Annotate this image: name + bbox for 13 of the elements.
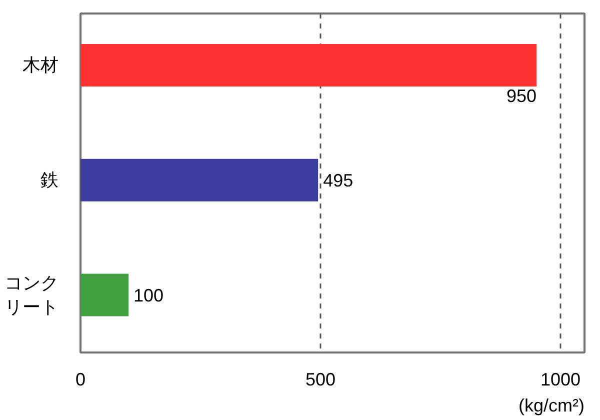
y-tick-label: コンクリート (4, 273, 58, 318)
x-tick-label: 1000 (540, 370, 581, 390)
bar (80, 158, 318, 202)
y-tick-label: 鉄 (40, 170, 58, 190)
x-tick-label: 0 (75, 370, 86, 390)
bar (80, 44, 536, 86)
y-tick-label: 木材 (22, 55, 58, 76)
data-label: 100 (134, 286, 164, 306)
data-label: 495 (323, 170, 354, 191)
x-axis-title: (kg/cm²) (518, 396, 585, 416)
x-tick-label: 500 (305, 370, 336, 390)
data-label: 950 (506, 86, 537, 106)
bar (80, 274, 128, 316)
